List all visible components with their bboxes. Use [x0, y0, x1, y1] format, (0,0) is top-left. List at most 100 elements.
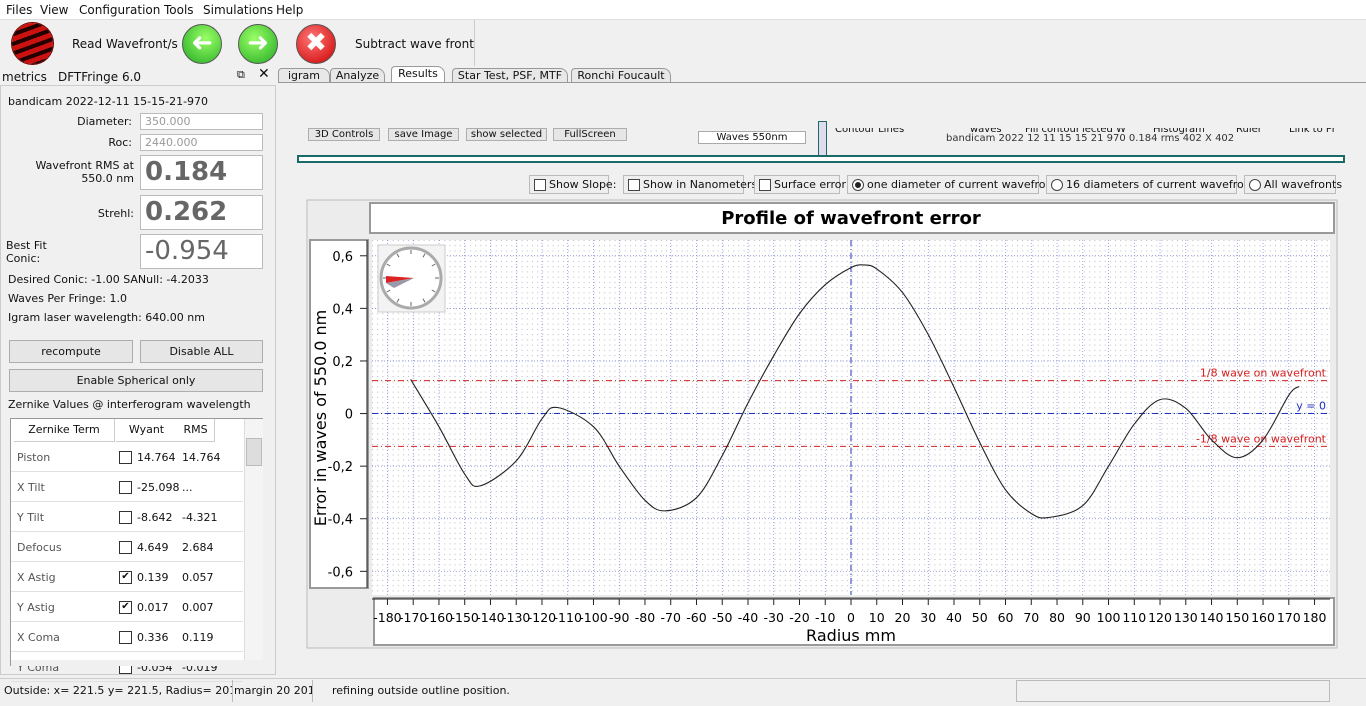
- term: Y Astig: [17, 601, 55, 614]
- field-value[interactable]: 2440.000: [140, 134, 263, 151]
- tab[interactable]: Star Test, PSF, MTF: [452, 68, 568, 83]
- subtract-label[interactable]: Subtract wave front: [355, 37, 474, 51]
- button[interactable]: Disable ALL: [140, 340, 263, 363]
- term: X Coma: [17, 631, 60, 644]
- button[interactable]: Enable Spherical only: [9, 369, 263, 392]
- stat-value: -0.954: [140, 234, 263, 269]
- field-label: Roc:: [108, 136, 132, 149]
- radio-dot: [855, 182, 861, 188]
- rms: 2.684: [182, 541, 214, 554]
- term: Piston: [17, 451, 51, 464]
- status-text: margin 20 201: [232, 680, 313, 702]
- row-line: [11, 621, 243, 622]
- row-line: [11, 591, 243, 592]
- row-line: [11, 531, 243, 532]
- checkbox[interactable]: [119, 511, 132, 524]
- option-radio[interactable]: All wavefronts: [1244, 175, 1342, 194]
- option-checkbox[interactable]: Show Slope:: [529, 175, 616, 194]
- cancel-button[interactable]: ✖: [296, 24, 336, 64]
- rms: 0.057: [182, 571, 214, 584]
- menu-item[interactable]: View: [40, 3, 69, 17]
- zernike-title: Zernike Values @ interferogram wavelengt…: [8, 398, 251, 411]
- waves-box[interactable]: Waves 550nm: [698, 131, 806, 144]
- field-value[interactable]: 350.000: [140, 113, 263, 130]
- menu-item[interactable]: Tools: [164, 3, 194, 17]
- checkbox[interactable]: [119, 541, 132, 554]
- wyant: 0.336: [137, 631, 169, 644]
- stat-label: Strehl:: [97, 207, 134, 220]
- zernike-table: [10, 418, 263, 666]
- info-line: Igram laser wavelength: 640.00 nm: [8, 311, 205, 324]
- option-label: one diameter of current wavefront: [867, 178, 1057, 191]
- scroll-thumb[interactable]: [246, 438, 262, 466]
- clipped-control[interactable]: Ruler: [1236, 124, 1262, 135]
- stat-label: Best Fit Conic:: [6, 239, 47, 265]
- control-button[interactable]: FullScreen: [553, 128, 627, 141]
- radio: [1051, 179, 1063, 191]
- option-label: Show Slope:: [549, 178, 617, 191]
- clipped-control[interactable]: Fill contour: [1025, 124, 1080, 135]
- menu-item[interactable]: Simulations: [203, 3, 274, 17]
- radio: [1249, 179, 1261, 191]
- radio: [852, 179, 864, 191]
- menu-item[interactable]: Files: [6, 3, 33, 17]
- option-radio[interactable]: one diameter of current wavefront: [847, 175, 1057, 194]
- tab[interactable]: Analyze: [330, 68, 385, 83]
- menu-bar: [0, 0, 1366, 20]
- checkbox[interactable]: ✔: [119, 601, 132, 614]
- close-icon[interactable]: ✕: [258, 66, 270, 82]
- clipped-control[interactable]: waves: [970, 124, 1002, 135]
- tab[interactable]: Ronchi Foucault: [571, 68, 671, 83]
- checkbox[interactable]: ✔: [119, 571, 132, 584]
- field-label: Diameter:: [77, 115, 132, 128]
- menu-item[interactable]: Help: [276, 3, 304, 17]
- slider-handle[interactable]: [818, 121, 827, 156]
- checkbox: [628, 179, 640, 191]
- teal-bar: [297, 155, 1345, 163]
- back-button[interactable]: ➜: [182, 24, 222, 64]
- progress: [1016, 680, 1330, 702]
- rms: 0.007: [182, 601, 214, 614]
- clipped-control[interactable]: Link to Pr: [1289, 124, 1336, 135]
- wyant: 0.139: [137, 571, 169, 584]
- wyant: 14.764: [137, 451, 176, 464]
- button[interactable]: recompute: [9, 340, 133, 363]
- status-text: refining outside outline position.: [330, 680, 1017, 702]
- option-checkbox[interactable]: Surface error: [754, 175, 846, 194]
- menu-item[interactable]: Configuration: [79, 3, 161, 17]
- results-pane: [278, 82, 1366, 675]
- tab[interactable]: igram: [278, 68, 330, 83]
- table-header: Wyant: [116, 419, 178, 442]
- toolbar: [0, 20, 475, 66]
- scrollbar: [244, 419, 263, 665]
- tab[interactable]: Results: [391, 66, 445, 83]
- float-icon[interactable]: ⧉: [237, 68, 245, 81]
- forward-button[interactable]: ➜: [238, 24, 278, 64]
- row-line: [11, 471, 243, 472]
- checkbox[interactable]: [119, 631, 132, 644]
- clipped-control[interactable]: Contour Lines: [835, 124, 905, 135]
- control-button[interactable]: 3D Controls: [308, 128, 380, 141]
- stat-value: 0.262: [140, 195, 263, 230]
- wyant: -25.098: [137, 481, 180, 494]
- control-button[interactable]: save Image: [388, 128, 459, 141]
- panel: [0, 85, 276, 675]
- control-button[interactable]: show selected: [466, 128, 547, 141]
- row-line: [11, 681, 243, 682]
- checkbox[interactable]: [119, 481, 132, 494]
- option-checkbox[interactable]: Show in Nanometers: [623, 175, 757, 194]
- clipped-control[interactable]: lected W: [1082, 124, 1126, 135]
- status-text: Outside: x= 221.5 y= 221.5, Radius= 201.…: [2, 680, 233, 702]
- stat-label: Wavefront RMS at 550.0 nm: [35, 159, 134, 185]
- term: X Astig: [17, 571, 56, 584]
- read-icon[interactable]: [12, 23, 53, 64]
- option-label: All wavefronts: [1264, 178, 1343, 191]
- wyant: -8.642: [137, 511, 173, 524]
- table-header: RMS: [177, 419, 215, 442]
- clipped-control[interactable]: Histogram: [1153, 124, 1205, 135]
- read-label[interactable]: Read Wavefront/s: [72, 37, 178, 51]
- option-radio[interactable]: 16 diameters of current wavefront: [1046, 175, 1255, 194]
- checkbox[interactable]: [119, 451, 132, 464]
- option-label: Surface error: [774, 178, 847, 191]
